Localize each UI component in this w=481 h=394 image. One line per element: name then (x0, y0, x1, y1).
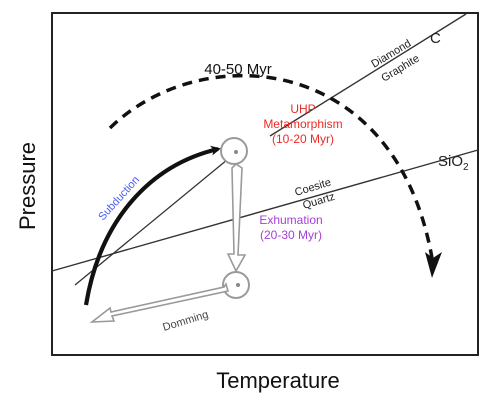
plot-frame (51, 12, 479, 356)
total-path-dashed-arc (108, 73, 434, 259)
diamond-graphite-boundary (269, 13, 467, 137)
uhp-label-line1: UHP (290, 102, 315, 116)
peak-dot (234, 150, 238, 154)
peak-circle (220, 137, 248, 165)
uhp-label-line3: (10-20 Myr) (272, 132, 334, 146)
y-axis-label: Pressure (15, 142, 40, 230)
subduction-arrow (83, 145, 221, 306)
exhumation-label-line2: (20-30 Myr) (260, 228, 322, 242)
dashed-arc-arrowhead (425, 252, 442, 278)
silica-subscript: 2 (463, 162, 469, 173)
silica-label: SiO2 (438, 153, 469, 173)
total-duration-label: 40-50 Myr (204, 61, 272, 78)
coesite-quartz-boundary (51, 149, 479, 272)
carbon-label: C (430, 30, 441, 47)
guide-line (74, 154, 234, 286)
silica-main: SiO (438, 153, 463, 170)
doming-arrow (89, 282, 230, 323)
lower-dot (236, 283, 240, 287)
uhp-label-line2: Metamorphism (263, 117, 342, 131)
doming-label: Domming (161, 309, 210, 334)
x-axis-label: Temperature (216, 368, 340, 393)
exhumation-label-line1: Exhumation (259, 213, 322, 227)
